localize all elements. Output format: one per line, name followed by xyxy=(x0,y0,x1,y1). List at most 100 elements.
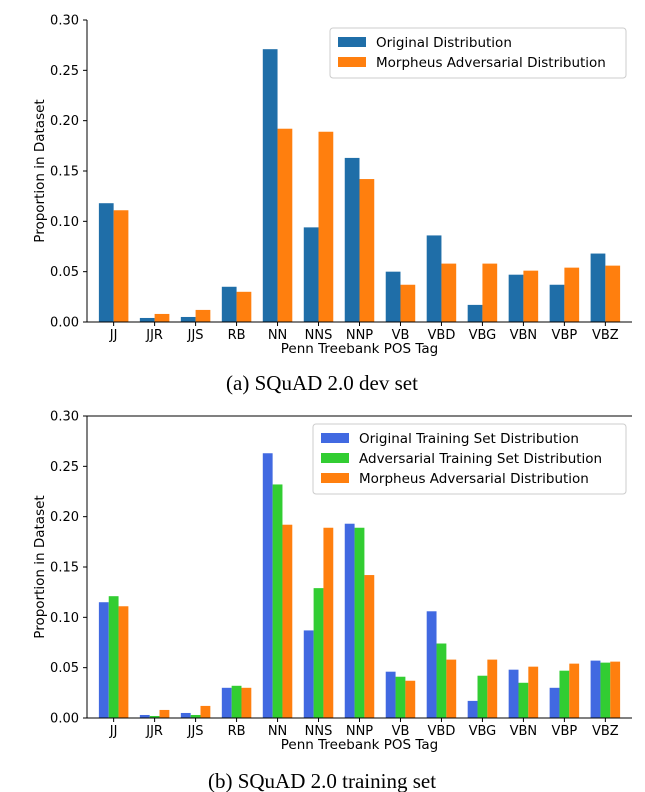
y-tick-label: 0.00 xyxy=(50,712,79,727)
y-axis-label: Proportion in Dataset xyxy=(32,99,48,242)
bar-JJ-series-1 xyxy=(98,203,114,322)
legend-swatch xyxy=(321,453,349,463)
y-tick-label: 0.05 xyxy=(50,265,79,280)
bar-JJS-series-2 xyxy=(195,309,211,322)
bar-VB-series-1 xyxy=(385,271,401,322)
x-tick-label: NNS xyxy=(305,328,333,343)
x-tick-label: VBG xyxy=(469,328,497,343)
legend-label: Original Distribution xyxy=(376,35,512,51)
x-axis-label: Penn Treebank POS Tag xyxy=(281,341,439,357)
bar-VBP-series-2 xyxy=(559,670,570,718)
x-tick-label: VBD xyxy=(428,328,456,343)
legend-swatch xyxy=(321,473,349,483)
bar-VB-series-2 xyxy=(395,676,406,718)
chart-training-set: 0.00 0.05 0.10 0.15 0.20 0.25 0.30 JJ JJR JJS RB NN… xyxy=(32,410,632,792)
bar-NNP-series-2 xyxy=(354,527,365,718)
bar-VBG-series-1 xyxy=(467,700,478,718)
bar-NN-series-1 xyxy=(262,453,273,718)
bar-VBZ-series-2 xyxy=(600,662,611,718)
legend-label: Morpheus Adversarial Distribution xyxy=(359,471,589,487)
bar-JJS-series-2 xyxy=(190,714,201,718)
x-tick-label: JJR xyxy=(145,724,163,739)
x-axis-label: Penn Treebank POS Tag xyxy=(281,737,439,753)
bar-VBN-series-1 xyxy=(508,669,519,718)
x-tick-label: JJS xyxy=(187,724,204,739)
bar-RB-series-1 xyxy=(221,687,232,718)
bar-JJS-series-3 xyxy=(200,705,211,718)
bar-VBN-series-3 xyxy=(528,666,539,718)
bar-JJR-series-1 xyxy=(139,714,150,718)
bar-VB-series-3 xyxy=(405,680,416,718)
bar-VB-series-2 xyxy=(400,284,416,322)
bar-VBP-series-2 xyxy=(564,267,580,322)
bar-NNP-series-3 xyxy=(364,575,375,718)
y-tick-label: 0.20 xyxy=(50,114,79,129)
bar-JJR-series-2 xyxy=(149,715,160,718)
y-tick-label: 0.10 xyxy=(50,611,79,626)
bar-RB-series-3 xyxy=(241,687,252,718)
bar-NNP-series-2 xyxy=(359,179,375,322)
x-tick-label: JJ xyxy=(109,328,118,343)
bar-VBN-series-1 xyxy=(508,274,524,322)
x-tick-label: VBG xyxy=(469,724,497,739)
bar-VBD-series-1 xyxy=(426,235,442,322)
bar-NNP-series-1 xyxy=(344,157,360,322)
bar-JJS-series-1 xyxy=(180,316,196,322)
bar-RB-series-2 xyxy=(236,291,252,322)
x-tick-label: JJR xyxy=(145,328,163,343)
bar-RB-series-2 xyxy=(231,685,242,718)
bar-VB-series-1 xyxy=(385,671,396,718)
bar-VBZ-series-1 xyxy=(590,253,606,322)
x-tick-label: RB xyxy=(228,328,246,343)
x-tick-label: VBP xyxy=(552,724,578,739)
bar-VBP-series-1 xyxy=(549,687,560,718)
y-tick-label: 0.25 xyxy=(50,460,79,475)
bar-JJ-series-2 xyxy=(108,596,119,718)
x-tick-label: VBN xyxy=(510,328,538,343)
y-tick-label: 0.30 xyxy=(50,14,79,29)
legend-label: Morpheus Adversarial Distribution xyxy=(376,55,606,71)
legend-label: Original Training Set Distribution xyxy=(359,431,579,447)
bar-NNS-series-1 xyxy=(303,630,314,718)
y-axis-label: Proportion in Dataset xyxy=(32,495,48,638)
bar-NN-series-3 xyxy=(282,524,293,718)
legend-label: Adversarial Training Set Distribution xyxy=(359,451,602,467)
bar-NNS-series-1 xyxy=(303,227,319,322)
y-tick-label: 0.25 xyxy=(50,64,79,79)
y-tick-label: 0.10 xyxy=(50,215,79,230)
bar-JJR-series-2 xyxy=(154,313,170,322)
bar-VBG-series-2 xyxy=(482,263,498,322)
bar-VBG-series-3 xyxy=(487,659,498,718)
y-tick-label: 0.20 xyxy=(50,510,79,525)
x-tick-label: JJS xyxy=(187,328,204,343)
legend-swatch xyxy=(321,433,349,443)
x-tick-label: VBZ xyxy=(592,328,619,343)
x-tick-label: RB xyxy=(228,724,246,739)
bar-NNP-series-1 xyxy=(344,523,355,718)
x-tick-label: VBN xyxy=(510,724,538,739)
figure-caption: (a) SQuAD 2.0 dev set xyxy=(226,371,418,395)
bar-NN-series-2 xyxy=(277,128,293,322)
bar-RB-series-1 xyxy=(221,286,237,322)
y-tick-label: 0.30 xyxy=(50,410,79,425)
bar-VBD-series-1 xyxy=(426,611,437,718)
bar-VBN-series-2 xyxy=(518,682,529,718)
legend-swatch xyxy=(338,57,366,67)
y-tick-label: 0.00 xyxy=(50,316,79,331)
bar-VBG-series-1 xyxy=(467,304,483,322)
x-tick-label: NN xyxy=(268,724,287,739)
x-tick-label: VBP xyxy=(552,328,578,343)
bar-VBN-series-2 xyxy=(523,270,539,322)
x-tick-label: VB xyxy=(392,328,410,343)
x-tick-label: NNS xyxy=(305,724,333,739)
bar-VBZ-series-2 xyxy=(605,265,621,322)
bar-JJS-series-1 xyxy=(180,712,191,718)
figure-caption: (b) SQuAD 2.0 training set xyxy=(208,769,436,792)
bar-VBP-series-1 xyxy=(549,284,565,322)
bar-NN-series-2 xyxy=(272,484,283,718)
y-tick-label: 0.05 xyxy=(50,661,79,676)
x-tick-label: NNP xyxy=(346,724,373,739)
bar-VBZ-series-1 xyxy=(590,660,601,718)
x-tick-label: JJ xyxy=(109,724,118,739)
x-tick-label: VBZ xyxy=(592,724,619,739)
